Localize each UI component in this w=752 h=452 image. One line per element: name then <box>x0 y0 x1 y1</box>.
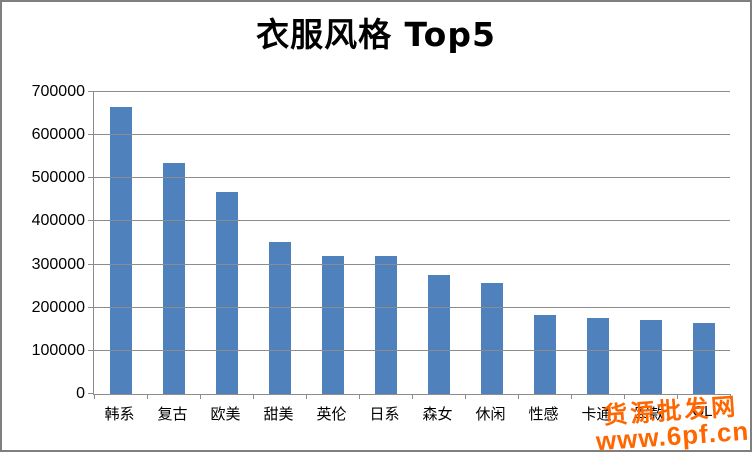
chart-title: 衣服风格 Top5 <box>256 15 496 54</box>
x-axis-category-label: 甜美 <box>263 406 294 423</box>
y-axis-tick-label: 400000 <box>31 212 85 230</box>
x-axis-category-label: OL <box>692 403 713 420</box>
y-axis-tick <box>88 306 94 308</box>
bar-slot <box>306 92 359 394</box>
bar <box>427 275 450 394</box>
bar <box>268 242 291 394</box>
bar <box>374 255 397 394</box>
gridline <box>94 306 730 308</box>
bar-slot <box>465 92 518 394</box>
x-axis-category-label: 性感 <box>528 406 559 423</box>
y-axis-tick <box>88 177 94 179</box>
plot-area <box>88 91 731 399</box>
x-axis-tick <box>571 394 572 399</box>
x-axis-tick <box>359 394 360 399</box>
y-axis-tick-label: 100000 <box>31 341 85 359</box>
x-axis-tick <box>624 394 625 399</box>
x-axis-category-label: 复古 <box>157 406 188 423</box>
x-axis-labels: 韩系 复古 欧美 甜美 英伦 日系 森女 休闲 性感 卡通 军款 OL <box>93 403 729 424</box>
y-axis-tick-label: 600000 <box>31 126 85 144</box>
y-axis-tick-label: 500000 <box>31 169 85 187</box>
y-axis-tick <box>88 263 94 265</box>
gridline <box>94 177 730 179</box>
bar-slot <box>200 92 253 394</box>
bar-slot <box>677 92 730 394</box>
gridline <box>94 220 730 222</box>
y-axis-tick <box>88 91 94 92</box>
y-axis-tick <box>88 393 94 394</box>
bar-slot <box>624 92 677 394</box>
bars-row <box>94 92 730 394</box>
x-axis-tick <box>465 394 466 399</box>
y-axis-tick <box>88 134 94 136</box>
x-axis-category-label: 韩系 <box>104 406 135 423</box>
x-axis-tick <box>412 394 413 399</box>
y-axis-tick-label: 700000 <box>31 83 85 100</box>
bar <box>480 283 503 394</box>
y-axis-tick <box>88 349 94 351</box>
bar-slot <box>359 92 412 394</box>
x-axis-tick <box>200 394 201 399</box>
x-axis-tick <box>94 394 95 399</box>
gridline <box>94 349 730 351</box>
bar <box>321 256 344 394</box>
x-axis-category-label: 森女 <box>422 406 453 423</box>
gridline <box>94 134 730 136</box>
bar <box>533 315 556 394</box>
bar <box>692 323 715 394</box>
gridline <box>94 91 730 92</box>
gridline <box>94 263 730 265</box>
bar-slot <box>94 92 147 394</box>
bar-slot <box>147 92 200 394</box>
bar-slot <box>571 92 624 394</box>
y-axis-tick <box>88 220 94 222</box>
bar-slot <box>253 92 306 394</box>
bar-slot <box>518 92 571 394</box>
y-axis-tick-label: 200000 <box>31 298 85 316</box>
x-axis-category-label: 卡通 <box>581 406 612 423</box>
bar-slot <box>412 92 465 394</box>
bar <box>162 162 185 394</box>
bar <box>215 192 238 394</box>
x-axis-tick <box>677 394 678 399</box>
y-axis-tick-label: 0 <box>76 385 85 402</box>
x-axis-category-label: 休闲 <box>475 406 506 423</box>
x-axis-tick <box>147 394 148 399</box>
bar <box>586 317 609 394</box>
x-axis-tick <box>306 394 307 399</box>
x-axis-tick <box>730 394 731 399</box>
x-axis-category-label: 英伦 <box>316 406 347 423</box>
x-axis-category-label: 军款 <box>634 406 665 423</box>
x-axis-category-label: 欧美 <box>210 406 241 423</box>
x-axis-category-label: 日系 <box>369 406 400 423</box>
y-axis-labels: 0 100000 200000 300000 400000 500000 600000 700… <box>2 83 85 402</box>
y-axis-tick-label: 300000 <box>31 255 85 273</box>
bar <box>109 107 132 394</box>
x-axis-tick <box>253 394 254 399</box>
bar <box>639 319 662 394</box>
x-axis-tick <box>518 394 519 399</box>
